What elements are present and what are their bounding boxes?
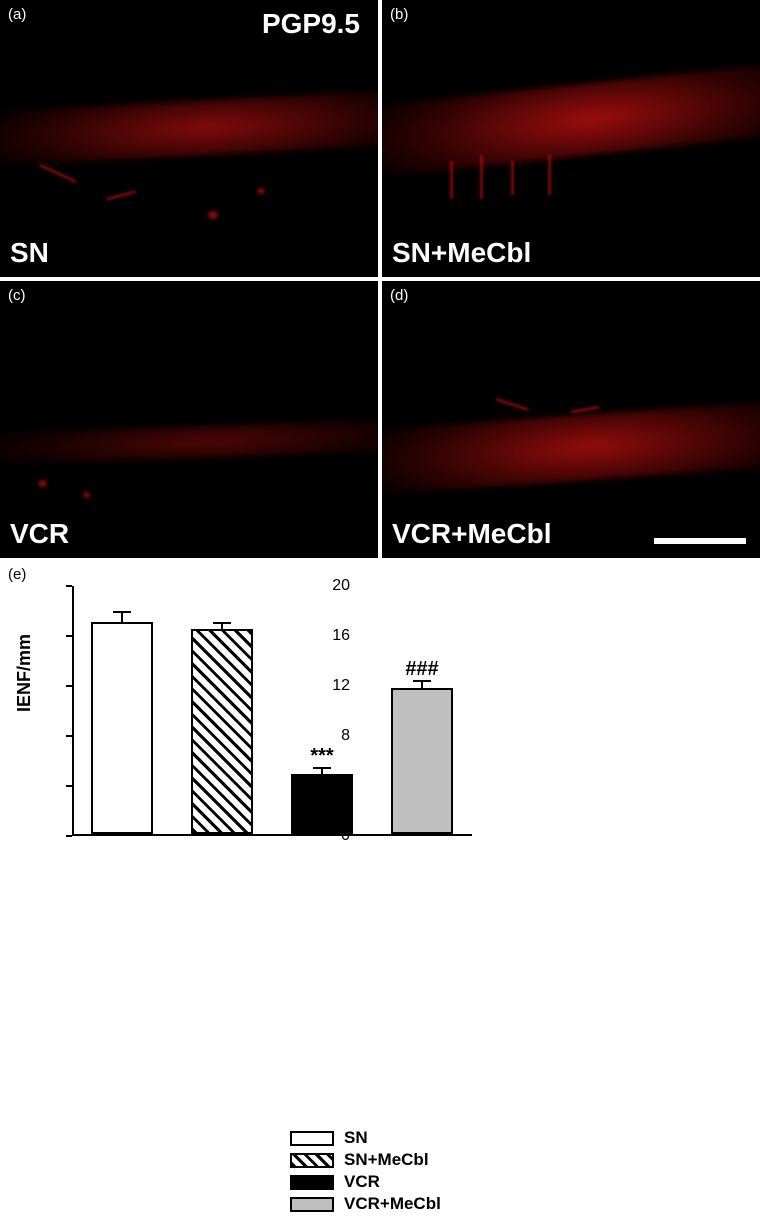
legend-label: SN+MeCbl (344, 1150, 429, 1170)
panel-label: VCR (10, 518, 69, 550)
legend-item: VCR+MeCbl (290, 1194, 441, 1214)
panel-a: (a) PGP9.5 SN (0, 0, 378, 277)
y-tick (66, 685, 72, 687)
legend-swatch (290, 1131, 334, 1146)
legend-item: VCR (290, 1172, 441, 1192)
chart-legend: SNSN+MeCblVCRVCR+MeCbl (290, 1128, 441, 1216)
y-tick-label: 20 (310, 577, 350, 595)
scale-bar (654, 538, 746, 544)
y-tick-label: 16 (310, 627, 350, 645)
legend-item: SN+MeCbl (290, 1150, 441, 1170)
bar-sn (91, 622, 153, 835)
panel-label: VCR+MeCbl (392, 518, 551, 550)
bar-vcr-mecbl (391, 688, 453, 834)
figure-container: (a) PGP9.5 SN (b) SN+MeCbl (c) VCR (d) V… (0, 0, 760, 866)
y-axis-title: IENF/mm (14, 634, 35, 712)
panel-label: SN+MeCbl (392, 237, 531, 269)
y-tick-label: 8 (310, 727, 350, 745)
panel-c: (c) VCR (0, 281, 378, 558)
panel-letter: (b) (390, 6, 408, 23)
significance-marker: ### (405, 658, 438, 681)
panel-letter: (e) (8, 566, 26, 583)
panel-b: (b) SN+MeCbl (382, 0, 760, 277)
significance-marker: *** (310, 745, 333, 768)
legend-label: SN (344, 1128, 368, 1148)
bar-sn-mecbl (191, 629, 253, 834)
chart-panel-e: (e) SNSN+MeCblVCRVCR+MeCbl IENF/mm ***##… (0, 562, 760, 862)
error-cap (213, 622, 231, 624)
legend-item: SN (290, 1128, 441, 1148)
panel-letter: (a) (8, 6, 26, 23)
legend-label: VCR (344, 1172, 380, 1192)
y-tick (66, 785, 72, 787)
legend-swatch (290, 1175, 334, 1190)
marker-label: PGP9.5 (262, 8, 360, 40)
y-axis (72, 586, 74, 836)
y-tick (66, 635, 72, 637)
y-tick-label: 12 (310, 677, 350, 695)
y-tick-label: 4 (310, 777, 350, 795)
y-tick-label: 0 (310, 827, 350, 845)
legend-label: VCR+MeCbl (344, 1194, 441, 1214)
legend-swatch (290, 1197, 334, 1212)
legend-swatch (290, 1153, 334, 1168)
fluorescence-band (0, 417, 378, 466)
y-tick (66, 835, 72, 837)
panel-d: (d) VCR+MeCbl (382, 281, 760, 558)
fluorescence-band (382, 60, 760, 179)
micrograph-grid: (a) PGP9.5 SN (b) SN+MeCbl (c) VCR (d) V… (0, 0, 760, 558)
x-axis (72, 834, 472, 836)
panel-label: SN (10, 237, 49, 269)
y-tick (66, 735, 72, 737)
error-cap (113, 611, 131, 613)
plot-area: *** ### (72, 586, 472, 836)
panel-letter: (d) (390, 287, 408, 304)
y-tick (66, 585, 72, 587)
panel-letter: (c) (8, 287, 26, 304)
fluorescence-band (0, 88, 378, 167)
